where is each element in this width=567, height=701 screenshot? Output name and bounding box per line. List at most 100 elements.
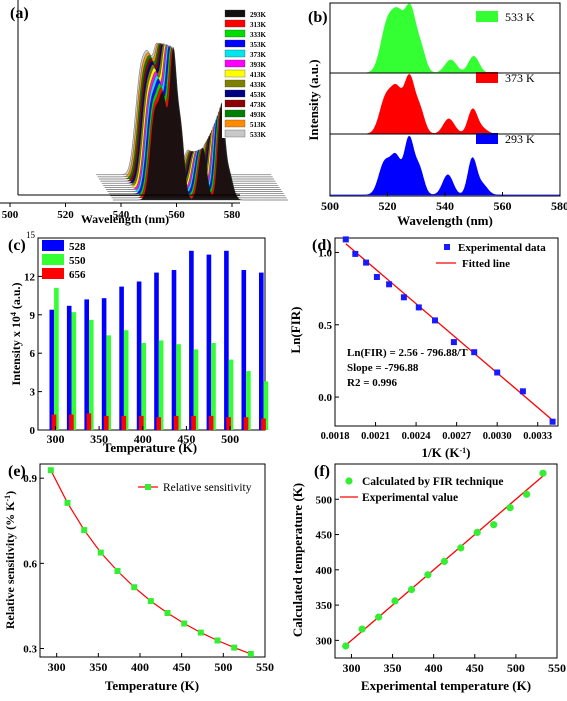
e-xtick-label: 550 — [256, 660, 274, 674]
a-legend-swatch-353K — [224, 39, 246, 48]
c-bar-656-373 — [121, 415, 127, 430]
c-legend-swatch-550 — [42, 254, 64, 265]
f-data-point — [523, 490, 531, 498]
d-panel-label: (d) — [312, 237, 332, 254]
d-xtick-label: 0.0018 — [321, 431, 350, 442]
d-data-point — [471, 349, 478, 356]
e-data-point — [214, 637, 221, 644]
c-ylabel-main: Intensity x 10 — [9, 316, 23, 385]
a-legend-swatch-533K — [224, 129, 246, 138]
c-bar-550-313 — [71, 312, 77, 430]
d-legend-label-experimental: Experimental data — [458, 242, 546, 254]
b-legend-swatch-533K — [476, 11, 498, 22]
f-data-point — [457, 544, 465, 552]
f-xlabel: Experimental temperature (K) — [361, 678, 531, 693]
a-legend-label-433K: 433K — [250, 81, 267, 89]
c-bar-528-453 — [189, 250, 194, 430]
a-legend-swatch-333K — [224, 29, 246, 38]
f-data-point — [440, 557, 448, 566]
c-xtick-label: 300 — [46, 432, 64, 446]
a-legend-swatch-433K — [224, 79, 246, 88]
c-bar-550-333 — [89, 319, 94, 430]
c-bar-656-293 — [51, 414, 57, 430]
c-bar-550-533 — [263, 381, 269, 430]
a-legend-label-473K: 473K — [250, 101, 267, 109]
a-legend-label-493K: 493K — [250, 111, 267, 119]
f-data-point — [539, 469, 547, 477]
a-legend-swatch-313K — [224, 19, 246, 28]
b-frame — [329, 2, 561, 197]
c-bar-550-513 — [246, 371, 251, 430]
b-legend-label-533K: 533 K — [505, 10, 535, 24]
f-data-point — [490, 521, 498, 529]
d-ytick-label: 0.0 — [318, 392, 332, 404]
c-bar-550-473 — [211, 343, 216, 430]
c-bar-550-493 — [228, 359, 234, 430]
a-xtick-label: 540 — [113, 209, 130, 221]
c-ytick-label: 9 — [30, 310, 36, 322]
f-panel-label: (f) — [314, 463, 330, 480]
a-legend-label-333K: 333K — [250, 31, 267, 39]
a-xtick-label: 520 — [57, 209, 74, 221]
e-xtick-label: 300 — [48, 660, 66, 674]
e-legend-label: Relative sensitivity — [163, 482, 252, 494]
c-legend: 528 550 656 — [42, 240, 86, 281]
d-plot — [342, 236, 556, 425]
c-bar-528-513 — [241, 270, 247, 430]
d-ylabel: Ln(FIR) — [288, 307, 303, 354]
d-data-point — [415, 304, 422, 311]
waterfall-spectrum-293K — [113, 47, 288, 201]
e-ylabel-sup: -1 — [3, 495, 12, 502]
f-xtick-label: 300 — [342, 661, 360, 675]
a-legend-label-393K: 393K — [250, 61, 267, 69]
a-legend-label-313K: 313K — [250, 21, 267, 29]
d-xlabel-main: 1/K (K — [422, 445, 461, 460]
d-data-point — [549, 418, 556, 425]
c-bar-550-413 — [158, 340, 164, 430]
c-bar-656-453 — [191, 415, 196, 430]
c-ylabel-sup: 4 — [9, 312, 18, 316]
c-bar-656-493 — [226, 417, 231, 430]
c-ytick-label: 0 — [30, 425, 36, 437]
a-legend-swatch-493K — [224, 109, 246, 118]
b-legend-label-293K: 293 K — [505, 132, 535, 146]
e-xlabel: Temperature (K) — [105, 678, 199, 693]
a-legend-swatch-473K — [224, 99, 246, 108]
c-bar-550-373 — [123, 330, 129, 430]
c-bar-528-373 — [119, 286, 124, 430]
e-data-point — [81, 527, 88, 534]
d-xtick-label: 0.0021 — [361, 431, 390, 442]
f-legend-label-calculated: Calculated by FIR technique — [362, 476, 504, 488]
c-ytick-label: 12 — [24, 271, 36, 283]
c-xlabel: Temperature (K) — [103, 440, 197, 455]
a-legend-label-293K: 293K — [250, 11, 267, 19]
c-bar-656-473 — [208, 415, 214, 430]
e-legend: Relative sensitivity — [138, 482, 252, 494]
b-spectrum-293K — [330, 135, 560, 196]
a-legend-swatch-413K — [224, 69, 246, 78]
e-data-point — [197, 629, 204, 636]
c-bar-528-533 — [259, 272, 264, 430]
c-legend-swatch-656 — [42, 268, 64, 279]
d-xlabel-tail: ) — [466, 445, 470, 460]
b-xtick-label: 560 — [494, 199, 512, 213]
a-legend-label-453K: 453K — [250, 91, 267, 99]
c-bar-656-353 — [104, 415, 109, 430]
d-ytick-label: 0.5 — [318, 320, 332, 332]
d-legend: Experimental data Fitted line — [436, 242, 546, 270]
f-data-point — [358, 625, 366, 633]
a-legend-swatch-293K — [224, 9, 246, 18]
d-data-point — [373, 274, 380, 280]
a-xtick-label: 500 — [2, 209, 19, 221]
c-legend-label-550: 550 — [69, 255, 86, 267]
d-data-point — [494, 369, 501, 376]
f-legend: Calculated by FIR technique Experimental … — [340, 476, 504, 504]
d-xtick-label: 0.0033 — [523, 431, 552, 442]
f-ytick-label: 400 — [316, 565, 333, 577]
c-frame — [37, 237, 266, 431]
f-ytick-label: 450 — [316, 530, 333, 542]
c-bar-528-313 — [66, 305, 72, 430]
c-bar-550-353 — [106, 335, 111, 430]
f-data-point — [342, 642, 350, 650]
